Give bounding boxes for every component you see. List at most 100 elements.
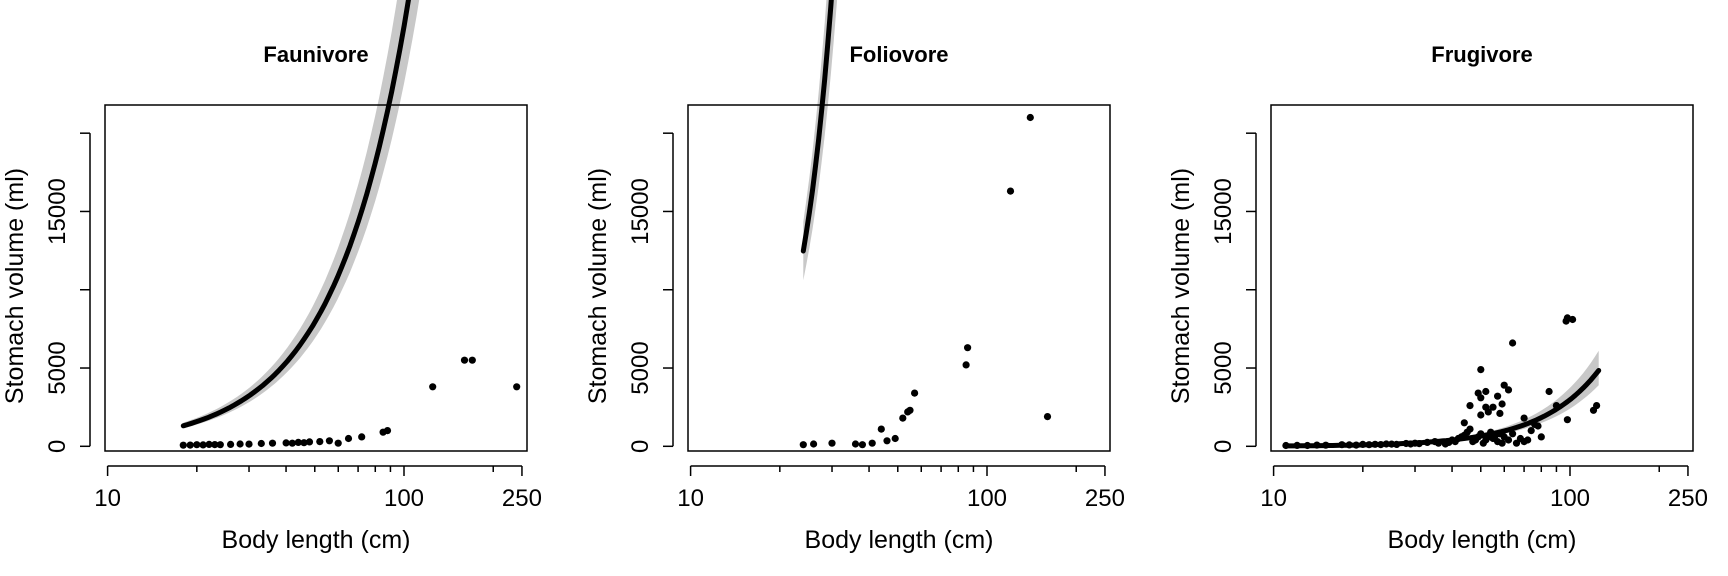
data-point: [964, 344, 972, 352]
data-point: [1477, 411, 1485, 419]
data-point: [1509, 339, 1517, 347]
data-point: [236, 440, 244, 448]
data-point: [294, 438, 302, 446]
data-point: [1322, 441, 1330, 449]
data-point: [1377, 441, 1385, 449]
data-point: [1303, 441, 1311, 450]
data-point: [868, 439, 876, 447]
data-point: [1371, 440, 1379, 448]
data-point: [1006, 187, 1015, 195]
data-point: [1504, 436, 1513, 444]
data-point: [334, 439, 342, 447]
data-point: [1043, 413, 1052, 421]
data-point: [199, 441, 207, 449]
data-point: [513, 383, 521, 391]
data-point: [858, 441, 867, 449]
data-point: [1563, 416, 1571, 424]
panel-title: Faunivore: [263, 42, 368, 67]
data-point: [877, 425, 885, 433]
data-point: [911, 389, 919, 397]
data-point: [288, 439, 296, 447]
data-point: [282, 439, 290, 447]
x-tick-label: 10: [94, 485, 121, 512]
panel-3: Frugivore 10 100 250 0 5000 15000 Body length (…: [1167, 42, 1708, 554]
data-point: [1484, 408, 1492, 416]
x-tick-label: 100: [967, 485, 1007, 512]
data-point: [1500, 381, 1508, 389]
data-point: [1338, 441, 1346, 449]
data-point: [1527, 427, 1535, 435]
data-point: [468, 356, 476, 364]
data-point: [851, 440, 860, 448]
x-axis-label: Body length (cm): [222, 526, 411, 554]
y-tick-label: 15000: [44, 178, 71, 245]
data-point: [1498, 400, 1506, 408]
data-point: [1474, 389, 1482, 397]
data-point: [179, 441, 187, 449]
data-point: [906, 406, 914, 414]
data-point: [186, 441, 194, 449]
data-point: [899, 414, 907, 422]
y-tick-label: 0: [1210, 440, 1237, 453]
x-tick-label: 10: [1260, 485, 1287, 512]
data-point: [257, 439, 265, 448]
data-point: [1345, 441, 1353, 449]
data-point: [316, 438, 324, 446]
data-point: [1365, 441, 1373, 449]
x-tick-label: 250: [502, 485, 542, 512]
data-point: [1552, 402, 1560, 410]
data-point: [1359, 440, 1367, 448]
data-point: [1434, 439, 1443, 447]
data-point: [216, 441, 224, 449]
data-point: [193, 441, 201, 449]
data-point: [325, 437, 333, 445]
data-point: [1593, 402, 1601, 410]
data-point: [344, 434, 353, 443]
panel-title: Foliovore: [849, 42, 948, 67]
data-point: [1293, 441, 1301, 449]
data-point: [1494, 392, 1502, 400]
data-point: [227, 440, 235, 448]
data-point: [1477, 430, 1485, 438]
data-point: [1026, 113, 1034, 122]
confidence-band: [1285, 350, 1599, 446]
data-point: [429, 383, 437, 391]
data-point: [245, 440, 253, 448]
data-point: [1466, 402, 1474, 410]
panel-2: Foliovore 10 100 250 0 5000 15000 Body length (…: [584, 0, 1125, 554]
data-point: [1537, 433, 1545, 441]
data-point: [1545, 387, 1553, 396]
data-point: [1282, 441, 1290, 450]
y-tick-label: 15000: [1210, 178, 1237, 245]
y-axis-label: Stomach volume (ml): [584, 168, 612, 404]
x-axis-label: Body length (cm): [805, 526, 994, 554]
data-point: [1489, 403, 1497, 411]
fit-line: [800, 0, 834, 254]
data-point: [211, 441, 219, 449]
data-point: [1382, 440, 1390, 448]
data-point: [383, 427, 392, 435]
data-point: [1352, 441, 1360, 449]
data-point: [205, 440, 213, 448]
data-point: [1498, 439, 1506, 447]
x-tick-label: 10: [677, 485, 704, 512]
data-point: [1466, 425, 1474, 433]
data-point: [1415, 440, 1423, 448]
data-point: [1423, 438, 1431, 446]
y-tick-label: 5000: [627, 341, 654, 394]
data-point: [1569, 315, 1577, 324]
data-point: [799, 441, 807, 449]
plot-frame: [104, 104, 528, 452]
data-point: [1477, 366, 1485, 374]
data-point: [883, 437, 891, 445]
data-point: [810, 440, 818, 448]
data-point: [1313, 441, 1321, 449]
panel-title: Frugivore: [1431, 42, 1532, 67]
plot-frame: [687, 104, 1111, 452]
x-tick-label: 250: [1085, 485, 1125, 512]
panel-1: Faunivore 10 100 250 0 5000 15000 Body length (…: [1, 0, 542, 554]
y-axis-label: Stomach volume (ml): [1167, 168, 1195, 404]
x-tick-label: 100: [1550, 485, 1590, 512]
